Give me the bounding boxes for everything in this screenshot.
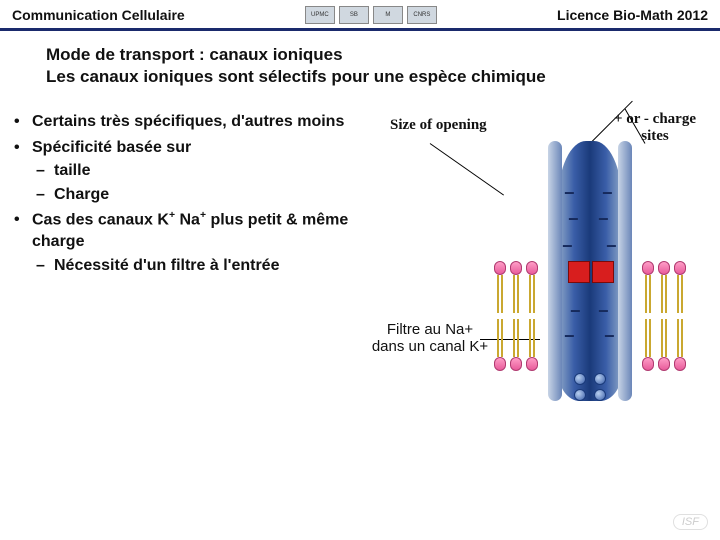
content-row: Certains très spécifiques, d'autres moin…: [0, 93, 720, 431]
bullet-list: Certains très spécifiques, d'autres moin…: [10, 111, 370, 431]
minus-charge-icon: −: [570, 301, 581, 322]
bullet-3a: Nécessité d'un filtre à l'entrée: [32, 255, 370, 277]
title-line-2: Les canaux ioniques sont sélectifs pour …: [46, 67, 680, 87]
title-line-1: Mode de transport : canaux ioniques: [46, 45, 680, 65]
bullet-2a: taille: [32, 160, 370, 182]
bullet-2b: Charge: [32, 184, 370, 206]
figure-annotation-l2: dans un canal K+: [372, 338, 488, 355]
header-right-title: Licence Bio-Math 2012: [557, 7, 708, 23]
slide-header: Communication Cellulaire UPMC SB M CNRS …: [0, 0, 720, 31]
selectivity-filter-block: [592, 261, 614, 283]
lipid-column: [658, 261, 670, 381]
title-block: Mode de transport : canaux ioniques Les …: [0, 31, 720, 93]
minus-charge-icon: −: [562, 236, 573, 257]
bullet-1: Certains très spécifiques, d'autres moin…: [10, 111, 370, 133]
channel-figure: Size of opening + or - charge sites Filt…: [370, 111, 710, 431]
bullet-2-text: Spécificité basée sur: [32, 139, 191, 156]
lipid-column: [510, 261, 522, 381]
ion-icon: [594, 389, 606, 401]
lipid-column: [494, 261, 506, 381]
minus-charge-icon: −: [564, 183, 575, 204]
figure-label-size: Size of opening: [390, 117, 487, 134]
bullet-3-pre: Cas des canaux K: [32, 212, 169, 229]
lipid-column: [642, 261, 654, 381]
logo-sb: SB: [339, 6, 369, 24]
ion-icon: [594, 373, 606, 385]
logo-cnrs: CNRS: [407, 6, 437, 24]
ion-icon: [574, 373, 586, 385]
logo-m: M: [373, 6, 403, 24]
watermark-badge: ISF: [673, 514, 708, 530]
minus-charge-icon: −: [598, 209, 609, 230]
minus-charge-icon: −: [598, 301, 609, 322]
figure-annotation: Filtre au Na+ dans un canal K+: [360, 321, 500, 355]
minus-charge-icon: −: [568, 209, 579, 230]
minus-charge-icon: −: [604, 326, 615, 347]
ion-icon: [574, 389, 586, 401]
logo-upmc: UPMC: [305, 6, 335, 24]
bullet-2: Spécificité basée sur taille Charge: [10, 137, 370, 206]
bullet-3-mid: Na: [175, 212, 200, 229]
header-logos: UPMC SB M CNRS: [305, 6, 437, 24]
minus-charge-icon: −: [606, 236, 617, 257]
figure-annotation-l1: Filtre au Na+: [387, 321, 473, 338]
minus-charge-icon: −: [602, 183, 613, 204]
lipid-column: [674, 261, 686, 381]
channel-diagram: −−−−−−−−−−: [490, 141, 690, 401]
selectivity-filter-block: [568, 261, 590, 283]
header-left-title: Communication Cellulaire: [12, 7, 185, 23]
lipid-column: [526, 261, 538, 381]
minus-charge-icon: −: [564, 326, 575, 347]
bullet-3: Cas des canaux K+ Na+ plus petit & même …: [10, 209, 370, 276]
